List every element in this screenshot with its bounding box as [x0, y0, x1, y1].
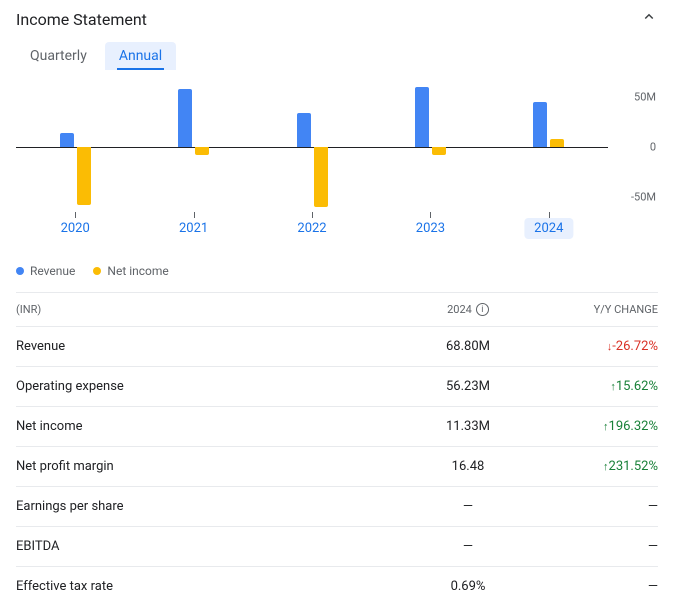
chart-x-labels: 2020 2021 2022 2023 2024 — [16, 218, 608, 248]
metric-value: 11.33M — [398, 419, 538, 434]
section-title: Income Statement — [16, 10, 147, 29]
revenue-bar[interactable] — [415, 87, 429, 147]
legend-dot-icon — [16, 267, 24, 275]
legend-label: Revenue — [30, 264, 75, 278]
net-income-bar[interactable] — [314, 147, 328, 207]
metric-value: 56.23M — [398, 379, 538, 394]
table-row: Operating expense56.23M↑15.62% — [16, 366, 658, 406]
metric-value: 16.48 — [398, 459, 538, 474]
chart-legend: Revenue Net income — [16, 260, 658, 292]
chart-plot-area: 50M0-50M — [16, 82, 608, 212]
revenue-bar[interactable] — [297, 113, 311, 147]
metric-value: 68.80M — [398, 339, 538, 354]
net-income-bar[interactable] — [77, 147, 91, 205]
chart-y-tick-label: -50M — [631, 191, 656, 204]
metric-change: — — [538, 499, 658, 514]
tab-quarterly[interactable]: Quarterly — [16, 42, 101, 70]
net-income-bar[interactable] — [432, 147, 446, 155]
year-label[interactable]: 2020 — [51, 218, 100, 239]
year-label[interactable]: 2021 — [169, 218, 218, 239]
bar-group[interactable] — [405, 82, 455, 212]
bar-group[interactable] — [169, 82, 219, 212]
legend-item: Revenue — [16, 264, 75, 278]
table-year-label: 2024 — [447, 303, 472, 316]
bar-group[interactable] — [50, 82, 100, 212]
metric-label: EBITDA — [16, 539, 398, 554]
chart-y-tick-label: 0 — [650, 141, 656, 154]
table-row: Effective tax rate0.69%— — [16, 566, 658, 606]
chart-y-tick-label: 50M — [634, 91, 656, 104]
metric-change: — — [538, 579, 658, 594]
arrow-up-icon: ↑ — [603, 460, 609, 473]
table-row: EBITDA—— — [16, 526, 658, 566]
metric-change: ↑15.62% — [538, 379, 658, 394]
table-row: Earnings per share—— — [16, 486, 658, 526]
legend-dot-icon — [93, 267, 101, 275]
table-year-header: 2024 i — [398, 303, 538, 316]
income-chart: 50M0-50M 20202021202220232024 — [16, 82, 658, 252]
year-label[interactable]: 2023 — [406, 218, 455, 239]
legend-item: Net income — [93, 264, 168, 278]
table-header-row: (INR) 2024 i Y/Y CHANGE — [16, 292, 658, 326]
table-row: Revenue68.80M↓-26.72% — [16, 326, 658, 366]
year-label[interactable]: 2022 — [287, 218, 336, 239]
info-icon[interactable]: i — [476, 303, 489, 316]
table-body: Revenue68.80M↓-26.72%Operating expense56… — [16, 326, 658, 606]
revenue-bar[interactable] — [533, 102, 547, 147]
bar-group[interactable] — [287, 82, 337, 212]
revenue-bar[interactable] — [178, 89, 192, 147]
tab-annual[interactable]: Annual — [105, 42, 176, 70]
chevron-up-icon[interactable] — [640, 8, 658, 30]
arrow-up-icon: ↑ — [610, 380, 616, 393]
metric-label: Operating expense — [16, 379, 398, 394]
period-tabs: Quarterly Annual — [16, 34, 658, 82]
metric-label: Net income — [16, 419, 398, 434]
net-income-bar[interactable] — [550, 139, 564, 147]
arrow-up-icon: ↑ — [603, 420, 609, 433]
metric-change: ↓-26.72% — [538, 339, 658, 354]
metric-label: Net profit margin — [16, 459, 398, 474]
section-header: Income Statement — [16, 0, 658, 34]
metric-value: — — [398, 539, 538, 554]
net-income-bar[interactable] — [195, 147, 209, 155]
metric-label: Earnings per share — [16, 499, 398, 514]
metric-value: — — [398, 499, 538, 514]
bar-group[interactable] — [524, 82, 574, 212]
table-currency-label: (INR) — [16, 303, 398, 316]
income-statement-card: Income Statement Quarterly Annual 50M0-5… — [0, 0, 674, 606]
year-label[interactable]: 2024 — [524, 218, 573, 239]
metric-value: 0.69% — [398, 579, 538, 594]
table-row: Net income11.33M↑196.32% — [16, 406, 658, 446]
arrow-down-icon: ↓ — [607, 340, 613, 353]
metric-label: Revenue — [16, 339, 398, 354]
revenue-bar[interactable] — [60, 133, 74, 147]
metric-change: ↑196.32% — [538, 419, 658, 434]
metric-label: Effective tax rate — [16, 579, 398, 594]
metric-change: ↑231.52% — [538, 459, 658, 474]
metric-change: — — [538, 539, 658, 554]
legend-label: Net income — [107, 264, 168, 278]
table-row: Net profit margin16.48↑231.52% — [16, 446, 658, 486]
table-change-header: Y/Y CHANGE — [538, 303, 658, 316]
